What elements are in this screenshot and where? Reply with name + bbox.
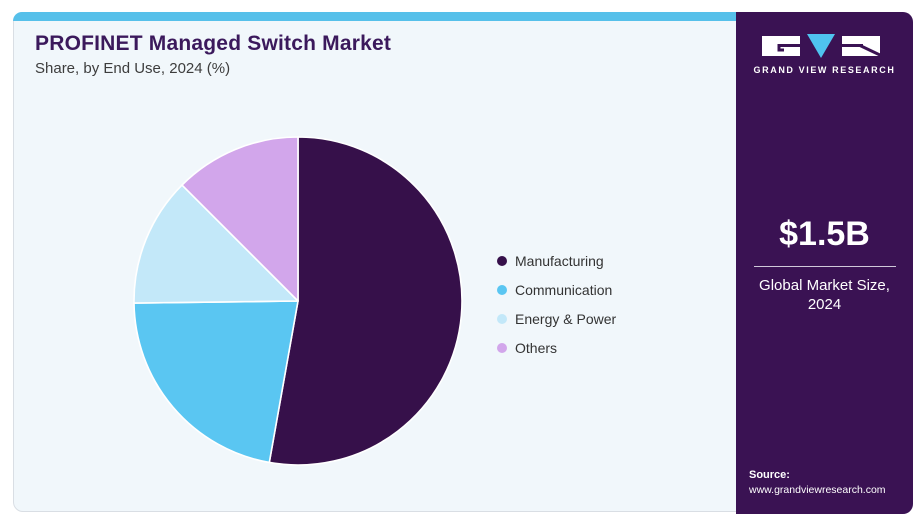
pie-slice-energy-power bbox=[133, 184, 299, 304]
legend-dot-icon bbox=[497, 284, 507, 295]
market-size-stat: $1.5B Global Market Size, 2024 bbox=[736, 215, 913, 315]
pie-slice-manufacturing bbox=[268, 136, 463, 466]
legend-item: Manufacturing bbox=[497, 246, 616, 275]
stat-value: $1.5B bbox=[779, 215, 870, 253]
legend-item: Communication bbox=[497, 275, 616, 304]
legend-label: Energy & Power bbox=[515, 310, 617, 327]
pie-slice-others bbox=[181, 136, 299, 302]
source-url: www.grandviewresearch.com bbox=[749, 484, 886, 496]
stat-label: Global Market Size, 2024 bbox=[759, 277, 890, 313]
legend-label: Others bbox=[515, 339, 558, 356]
accent-strip bbox=[13, 12, 738, 21]
pie-chart-svg bbox=[133, 136, 463, 466]
chart-card: PROFINET Managed Switch Market Share, by… bbox=[13, 12, 913, 514]
legend-dot-icon bbox=[497, 342, 507, 353]
source-block: Source: www.grandviewresearch.com bbox=[749, 469, 886, 496]
pie-chart bbox=[131, 134, 465, 468]
legend-label: Manufacturing bbox=[515, 252, 604, 269]
stat-divider bbox=[753, 266, 896, 267]
legend-item: Others bbox=[497, 333, 616, 362]
pie-slice-communication bbox=[133, 300, 299, 464]
gvr-logo: GRAND VIEW RESEARCH bbox=[736, 32, 913, 75]
page-subtitle: Share, by End Use, 2024 (%) bbox=[35, 60, 231, 77]
legend: Manufacturing Communication Energy & Power… bbox=[497, 246, 616, 362]
chart-area: PROFINET Managed Switch Market Share, by… bbox=[14, 13, 738, 511]
page-title: PROFINET Managed Switch Market bbox=[35, 32, 392, 55]
source-label: Source: bbox=[749, 469, 790, 481]
legend-item: Energy & Power bbox=[497, 304, 616, 333]
legend-dot-icon bbox=[497, 255, 507, 266]
gvr-logo-icon bbox=[761, 34, 883, 58]
gvr-logo-text: GRAND VIEW RESEARCH bbox=[753, 65, 896, 75]
legend-dot-icon bbox=[497, 313, 507, 324]
sidebar: GRAND VIEW RESEARCH $1.5B Global Market … bbox=[736, 12, 913, 514]
legend-label: Communication bbox=[515, 281, 613, 298]
